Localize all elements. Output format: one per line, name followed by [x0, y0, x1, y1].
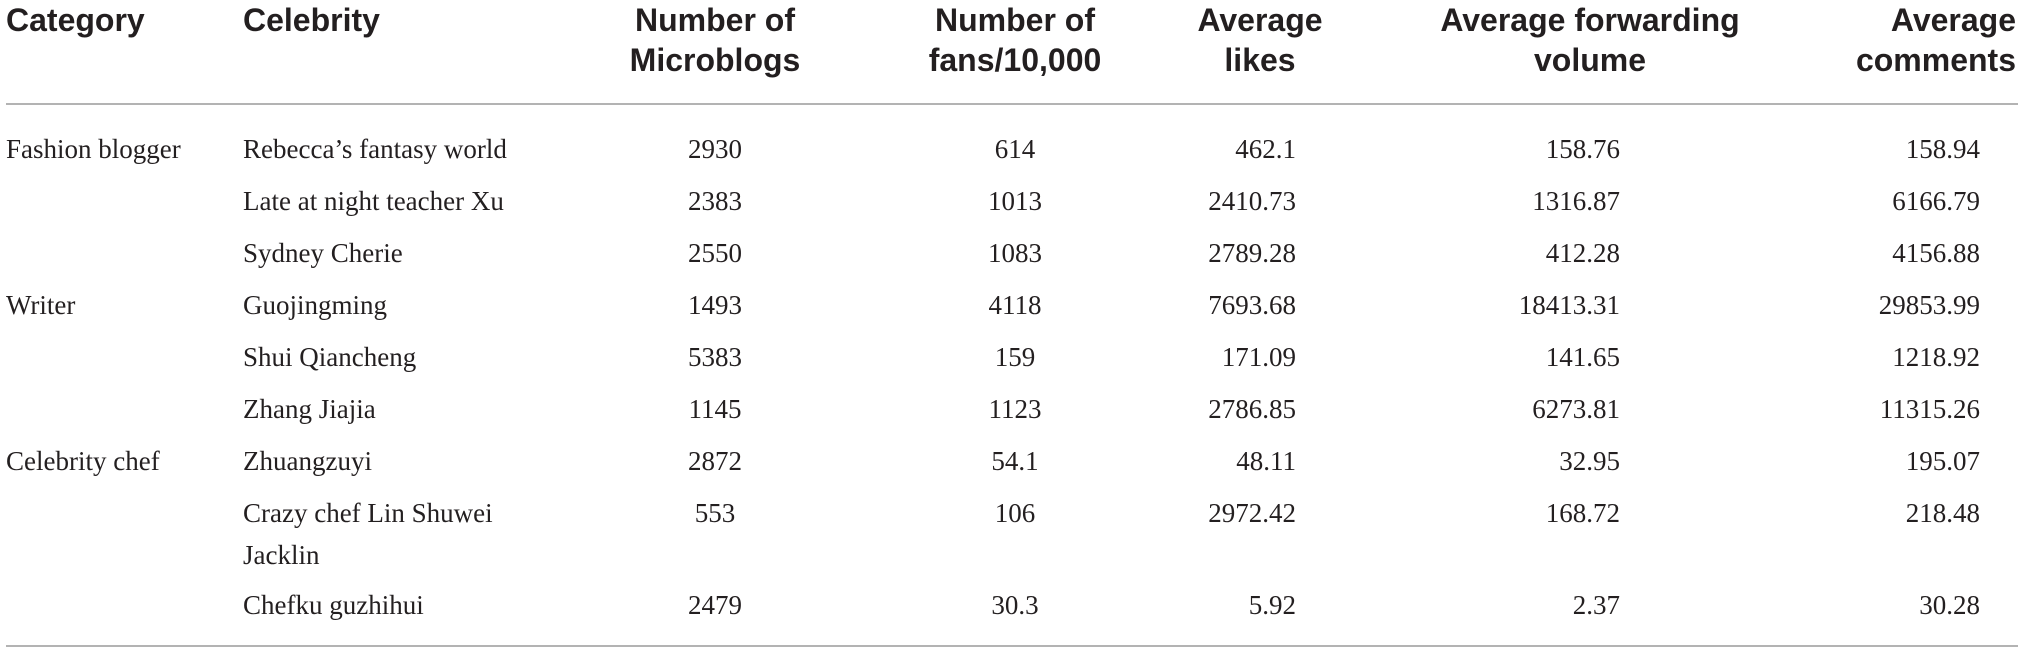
cell-fans: 30.3	[991, 590, 1039, 620]
cell-forwarding: 412.28	[1545, 238, 1620, 268]
cell-likes: 7693.68	[1208, 290, 1296, 320]
cell-category: Writer	[6, 290, 76, 320]
cell-comments: 6166.79	[1892, 186, 1980, 216]
cell-forwarding: 141.65	[1545, 342, 1620, 372]
header-fans: Number of fans/10,000	[928, 2, 1102, 78]
cell-celebrity: Rebecca’s fantasy world	[243, 134, 507, 164]
cell-likes: 5.92	[1248, 590, 1296, 620]
header-comments: Average comments	[1855, 2, 2016, 78]
cell-comments: 195.07	[1905, 446, 1980, 476]
cell-celebrity: Sydney Cherie	[243, 238, 403, 268]
cell-comments: 11315.26	[1879, 394, 1980, 424]
cell-microblogs: 2872	[688, 446, 742, 476]
cell-category: Fashion blogger	[6, 134, 181, 164]
cell-likes: 462.1	[1235, 134, 1296, 164]
cell-fans: 159	[994, 342, 1036, 372]
cell-fans: 1013	[988, 186, 1042, 216]
cell-likes: 2972.42	[1208, 498, 1296, 528]
cell-comments: 29853.99	[1878, 290, 1980, 320]
cell-microblogs: 2550	[688, 238, 742, 268]
header-rule	[6, 103, 2018, 105]
cell-likes: 171.09	[1221, 342, 1296, 372]
cell-comments: 158.94	[1905, 134, 1980, 164]
cell-microblogs: 1493	[688, 290, 742, 320]
cell-forwarding: 168.72	[1545, 498, 1620, 528]
cell-likes: 2786.85	[1208, 394, 1296, 424]
header-celebrity: Celebrity	[243, 2, 380, 38]
cell-fans: 1123	[988, 394, 1042, 424]
cell-celebrity: Zhuangzuyi	[243, 446, 372, 476]
cell-microblogs: 2479	[688, 590, 742, 620]
cell-fans: 106	[994, 498, 1036, 528]
cell-forwarding: 2.37	[1572, 590, 1620, 620]
cell-comments: 4156.88	[1892, 238, 1980, 268]
cell-celebrity: Crazy chef Lin Shuwei Jacklin	[243, 498, 493, 570]
cell-comments: 1218.92	[1892, 342, 1980, 372]
header-microblogs: Number of Microblogs	[629, 2, 801, 78]
cell-forwarding: 6273.81	[1532, 394, 1620, 424]
cell-forwarding: 32.95	[1559, 446, 1620, 476]
cell-fans: 54.1	[991, 446, 1039, 476]
bottom-rule	[6, 645, 2018, 647]
cell-microblogs: 553	[694, 498, 736, 528]
cell-celebrity: Chefku guzhihui	[243, 590, 424, 620]
cell-likes: 2410.73	[1208, 186, 1296, 216]
cell-celebrity: Zhang Jiajia	[243, 394, 376, 424]
cell-comments: 30.28	[1919, 590, 1980, 620]
header-category: Category	[6, 2, 145, 38]
cell-microblogs: 1145	[688, 394, 742, 424]
cell-forwarding: 18413.31	[1518, 290, 1620, 320]
cell-fans: 4118	[988, 290, 1042, 320]
cell-microblogs: 5383	[688, 342, 742, 372]
cell-celebrity: Guojingming	[243, 290, 388, 320]
cell-microblogs: 2383	[688, 186, 742, 216]
cell-celebrity: Shui Qiancheng	[243, 342, 417, 372]
cell-forwarding: 158.76	[1545, 134, 1620, 164]
header-likes: Average likes	[1197, 2, 1323, 78]
cell-microblogs: 2930	[688, 134, 742, 164]
cell-celebrity: Late at night teacher Xu	[243, 186, 504, 216]
cell-fans: 1083	[988, 238, 1042, 268]
cell-likes: 48.11	[1236, 446, 1296, 476]
cell-forwarding: 1316.87	[1532, 186, 1620, 216]
cell-likes: 2789.28	[1208, 238, 1296, 268]
cell-comments: 218.48	[1905, 498, 1980, 528]
cell-fans: 614	[994, 134, 1036, 164]
cell-category: Celebrity chef	[6, 446, 160, 476]
header-forwarding: Average forwarding volume	[1440, 2, 1740, 78]
